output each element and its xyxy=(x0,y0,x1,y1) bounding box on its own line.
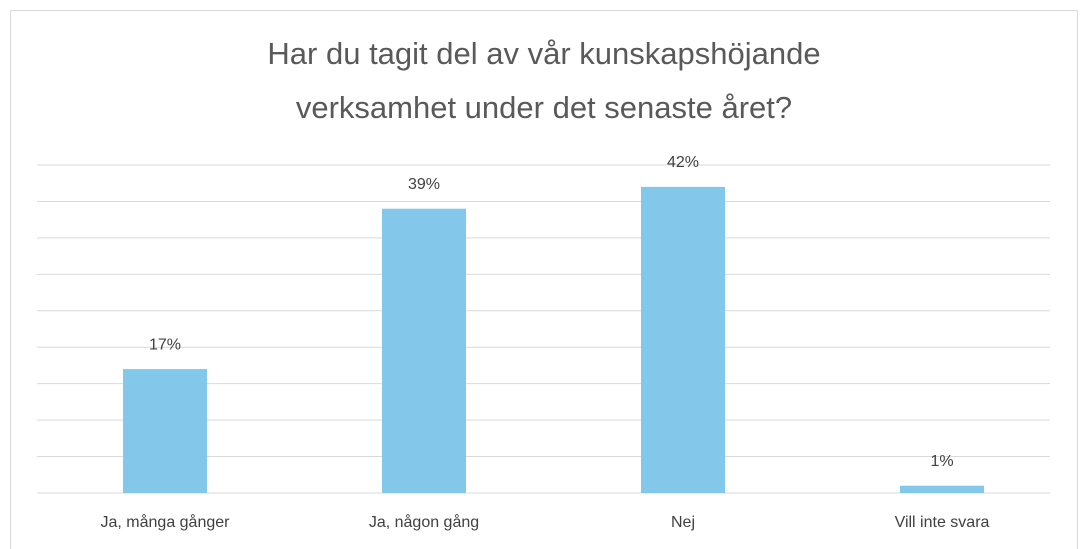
bar xyxy=(382,208,466,493)
data-label: 39% xyxy=(408,176,440,193)
data-label: 17% xyxy=(149,336,181,353)
data-label: 1% xyxy=(930,453,953,470)
bar xyxy=(123,369,207,493)
bar xyxy=(641,186,725,493)
data-label: 42% xyxy=(667,154,699,171)
chart-title: verksamhet under det senaste året? xyxy=(296,90,792,125)
x-tick-label: Ja, många gånger xyxy=(101,513,231,531)
bar xyxy=(900,485,984,493)
chart-title: Har du tagit del av vår kunskapshöjande xyxy=(267,36,820,71)
x-tick-label: Nej xyxy=(671,514,695,531)
x-tick-label: Ja, någon gång xyxy=(369,513,479,531)
x-tick-label: Vill inte svara xyxy=(895,514,990,531)
